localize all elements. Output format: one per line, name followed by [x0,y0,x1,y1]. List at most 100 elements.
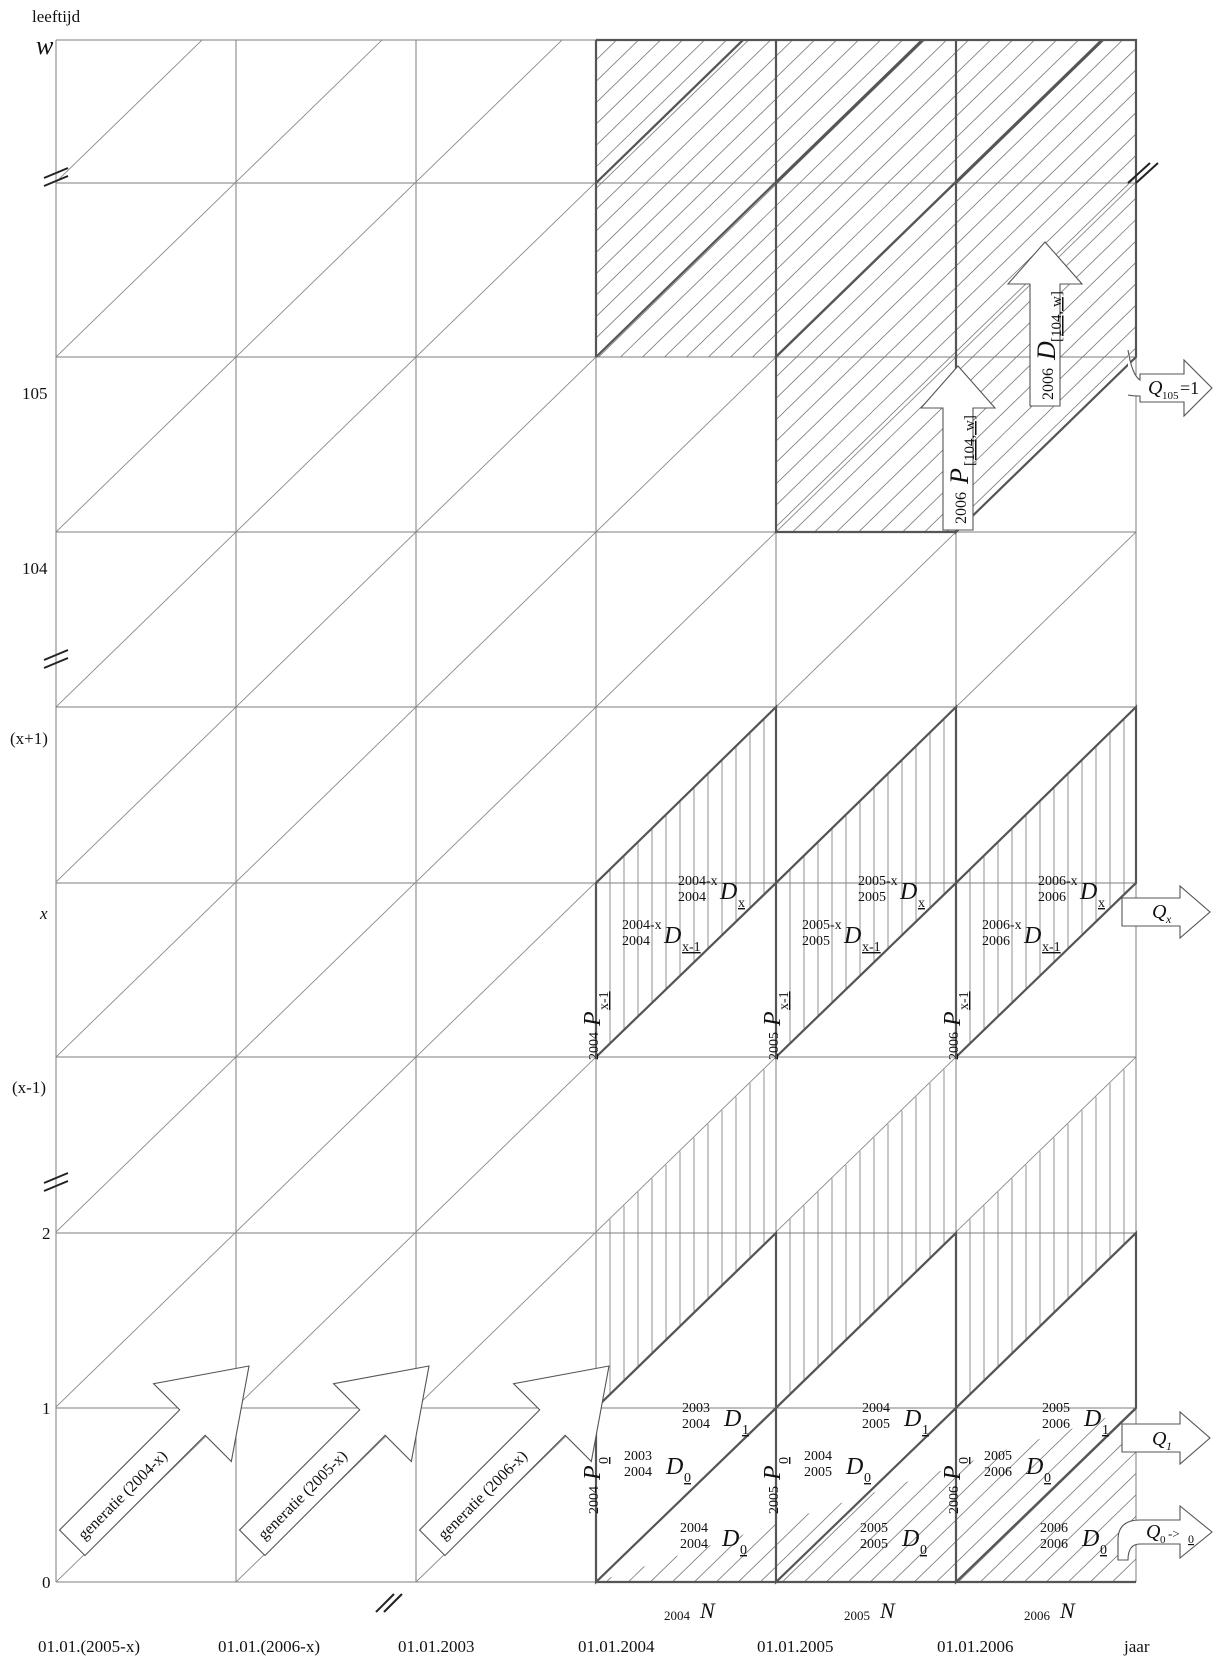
cohort-line [56,40,383,358]
label-Px-2004: 2004 Px-1 [580,991,612,1060]
svg-text:generatie (2006-x): generatie (2006-x) [435,1448,531,1544]
svg-text:2004: 2004 [804,1449,832,1464]
svg-text:2005-x: 2005-x [802,918,842,933]
svg-text:2005: 2005 [767,1486,782,1514]
open-age-deaths-arrow: 2006 D [104, w] [1006,241,1084,407]
svg-text:x: x [1098,896,1105,911]
y-tick-105: 105 [22,384,48,403]
y-tick-1: 1 [42,1399,51,1418]
svg-text:1: 1 [922,1423,929,1438]
svg-text:2006: 2006 [953,492,970,524]
outline-age0 [774,1230,958,1585]
svg-text:Q: Q [1152,901,1167,923]
svg-text:1: 1 [742,1423,749,1438]
svg-text:D: D [663,923,681,949]
hatch-newborn [596,1408,1136,1582]
label-P0-2004: 2004 P0 [580,1457,612,1514]
svg-text:N: N [699,1598,716,1623]
y-tick-x-plus-1: (x+1) [10,729,48,748]
cohort-line [56,181,1136,1233]
svg-text:=1: =1 [1180,378,1199,398]
generation-arrows: generatie (2004-x) generatie (2005-x) ge… [58,1365,610,1557]
svg-text:Q: Q [1148,377,1163,399]
cohort-line [56,40,743,708]
svg-text:x-1: x-1 [682,940,701,955]
x-tick-2006: 01.01.2006 [937,1637,1014,1656]
output-arrow-q105: Q 105 =1 [1127,349,1213,418]
svg-text:x-1: x-1 [1042,940,1061,955]
outline-age0 [594,1230,778,1585]
svg-text:2003: 2003 [624,1449,652,1464]
svg-text:0: 0 [864,1471,871,1486]
hatched-areas [596,40,1136,1582]
y-tick-0: 0 [42,1573,51,1592]
svg-text:2006: 2006 [947,1486,962,1514]
x-tick-2004: 01.01.2004 [578,1637,655,1656]
svg-text:2005: 2005 [844,1608,870,1623]
svg-text:Q: Q [1152,1428,1167,1450]
svg-text:x-1: x-1 [777,991,792,1010]
svg-text:[104, w]: [104, w] [1049,291,1065,342]
svg-text:2006: 2006 [947,1032,962,1060]
output-arrow-q1: Q 1 [1121,1410,1211,1466]
svg-text:2004: 2004 [680,1537,708,1552]
svg-text:0: 0 [1160,1534,1166,1546]
svg-text:D: D [901,1526,919,1552]
hatch-vertical [969,718,1125,1044]
y-tick-104: 104 [22,559,48,578]
svg-text:2006: 2006 [1040,368,1057,400]
svg-text:2004: 2004 [664,1608,691,1623]
label-P0-2005: 2005 P0 [760,1457,792,1514]
svg-text:2004: 2004 [682,1417,710,1432]
svg-text:2006: 2006 [984,1465,1012,1480]
svg-text:2004: 2004 [862,1401,890,1416]
svg-text:D: D [723,1406,741,1432]
cohort-line [775,1231,1136,1582]
label-N-2004: 2004 N [664,1598,716,1623]
svg-text:2006: 2006 [1038,890,1066,905]
label-Px-2005: 2005 Px-1 [760,991,792,1060]
svg-text:D: D [1032,341,1061,361]
svg-text:D: D [721,1526,739,1552]
svg-text:2005: 2005 [860,1521,888,1536]
svg-text:P: P [580,1011,606,1027]
outline-age0 [954,1230,1138,1585]
svg-text:D: D [665,1454,683,1480]
svg-text:2005: 2005 [858,890,886,905]
generation-arrow-2004-x: generatie (2004-x) [58,1365,250,1557]
svg-text:0: 0 [957,1457,972,1464]
hatch-vertical [609,1069,765,1395]
svg-text:x-1: x-1 [597,991,612,1010]
cohort-line [56,40,563,533]
svg-text:2005: 2005 [802,934,830,949]
svg-text:D: D [903,1406,921,1432]
svg-text:D: D [843,923,861,949]
svg-text:x: x [1165,912,1172,926]
svg-text:P: P [580,1465,606,1481]
svg-text:D: D [899,879,917,905]
svg-text:0: 0 [597,1457,612,1464]
svg-text:2004: 2004 [680,1521,708,1536]
svg-text:[104, w]: [104, w] [962,415,978,466]
svg-text:1: 1 [1166,1439,1172,1453]
output-arrow-q0: Q 0 -> 0 [1117,1504,1213,1561]
svg-text:D: D [1023,923,1041,949]
svg-text:D: D [1079,879,1097,905]
svg-text:2004: 2004 [622,934,650,949]
cohort-line [235,706,1136,1582]
cohort-line [56,40,1103,1058]
label-N-2006: 2006 N [1024,1598,1076,1623]
svg-text:0: 0 [1188,1532,1194,1546]
svg-text:0: 0 [684,1471,691,1486]
